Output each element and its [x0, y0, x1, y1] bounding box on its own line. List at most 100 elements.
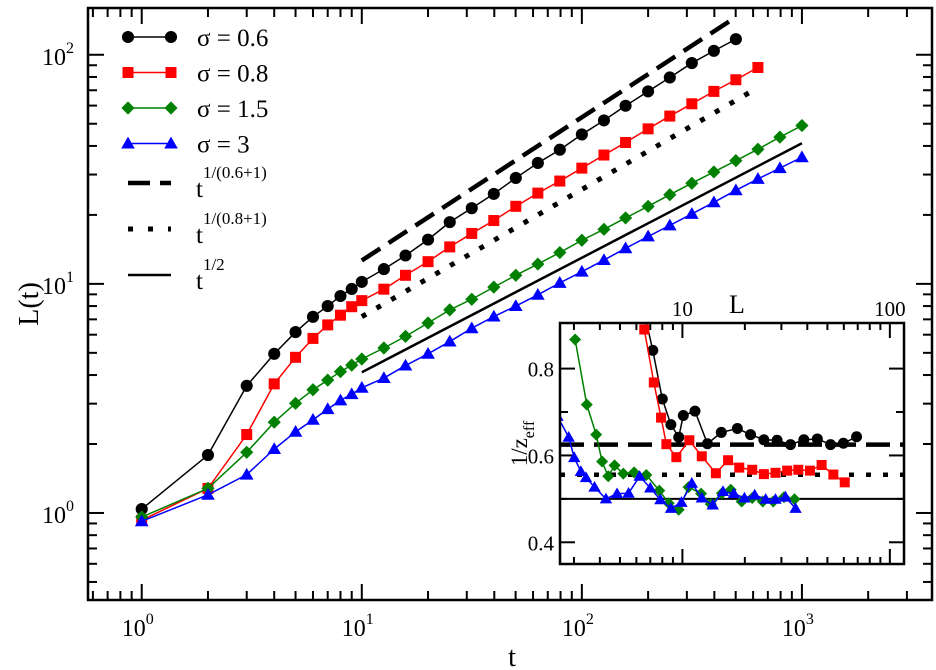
data-point-diamond: [121, 101, 135, 115]
data-point-square: [241, 429, 253, 441]
data-point-diamond: [608, 459, 621, 472]
data-point-circle: [825, 439, 837, 451]
series-line: [141, 66, 759, 521]
data-point-circle: [399, 249, 412, 262]
data-point-square: [661, 439, 672, 450]
data-point-triangle: [333, 393, 348, 406]
legend-entry: σ = 0.8: [122, 61, 268, 88]
data-point-diamond: [288, 396, 303, 410]
data-point-diamond: [487, 280, 501, 294]
data-point-circle: [665, 419, 677, 431]
data-point-circle: [121, 30, 135, 44]
data-point-triangle: [675, 496, 688, 507]
data-point-triangle: [201, 488, 215, 500]
data-point-diamond: [345, 358, 359, 372]
data-point-triangle: [707, 195, 721, 208]
data-point-square: [793, 464, 804, 475]
data-point-triangle: [574, 465, 588, 477]
data-point-square: [664, 110, 676, 122]
data-point-triangle: [738, 491, 751, 503]
data-point-square: [444, 241, 456, 253]
data-point-diamond: [590, 428, 603, 441]
legend-entry: t1/2: [128, 255, 225, 295]
data-point-triangle: [706, 498, 719, 510]
data-point-triangle: [344, 387, 359, 400]
data-point-circle: [731, 423, 743, 435]
data-point-diamond: [773, 130, 787, 144]
series-diamond: [135, 118, 809, 524]
data-point-square: [290, 351, 302, 363]
data-point-circle: [321, 300, 334, 313]
data-point-circle: [642, 85, 655, 98]
data-point-circle: [334, 289, 347, 303]
data-point-triangle: [398, 358, 413, 371]
data-point-triangle: [464, 321, 479, 334]
data-point-diamond: [443, 303, 457, 317]
data-point-circle: [715, 426, 727, 438]
data-point-square: [839, 477, 850, 488]
legend-entry: σ = 3: [121, 132, 250, 159]
data-point-triangle: [622, 487, 635, 498]
data-point-diamond: [618, 211, 633, 225]
data-point-circle: [851, 431, 863, 443]
data-point-square: [804, 465, 815, 476]
data-point-diamond: [333, 365, 348, 379]
data-point-square: [488, 215, 500, 227]
data-point-triangle: [769, 493, 782, 504]
data-point-square: [510, 200, 522, 212]
data-point-circle: [597, 114, 610, 127]
data-point-diamond: [240, 445, 254, 459]
data-point-diamond: [531, 257, 545, 271]
data-point-diamond: [641, 199, 655, 213]
data-point-diamond: [509, 268, 523, 282]
data-point-circle: [487, 187, 500, 200]
data-point-triangle: [779, 490, 792, 502]
data-point-circle: [656, 393, 668, 405]
data-point-triangle: [267, 442, 282, 455]
y-tick-label: 101: [42, 269, 74, 300]
data-point-square: [620, 137, 632, 149]
data-point-diamond: [653, 484, 666, 497]
data-point-square: [165, 67, 177, 78]
data-point-circle: [647, 344, 659, 356]
data-point-square: [816, 459, 827, 470]
data-point-triangle: [716, 485, 730, 496]
data-point-triangle: [662, 218, 677, 231]
data-point-square: [684, 435, 695, 446]
inset-y-tick-label: 0.8: [528, 358, 554, 382]
data-point-triangle: [288, 425, 303, 437]
data-point-square: [576, 162, 588, 174]
data-point-circle: [785, 439, 797, 451]
data-point-square: [378, 283, 390, 295]
data-point-square: [639, 324, 650, 335]
data-point-diamond: [267, 415, 281, 429]
data-point-square: [770, 467, 781, 478]
data-point-square: [648, 377, 659, 388]
data-point-diamond: [707, 165, 721, 179]
legend-label: t1/(0.8+1): [196, 209, 267, 249]
data-point-triangle: [727, 487, 741, 499]
data-point-triangle: [508, 299, 523, 312]
data-point-circle: [421, 233, 435, 246]
data-point-triangle: [486, 309, 501, 322]
data-point-diamond: [663, 188, 677, 202]
data-point-diamond: [465, 292, 479, 306]
data-point-square: [598, 149, 610, 161]
inset-y-tick-label: 0.6: [528, 444, 554, 468]
data-point-circle: [553, 143, 566, 156]
data-point-triangle: [729, 183, 743, 196]
data-point-diamond: [355, 352, 369, 366]
main-plot: 100 101 102 103 100 101 102 t L(t): [14, 6, 934, 670]
x-axis-label: t: [508, 642, 516, 670]
data-point-square: [466, 227, 478, 239]
data-point-triangle: [695, 491, 708, 503]
data-point-square: [730, 74, 742, 86]
data-point-square: [400, 269, 412, 281]
data-point-circle: [509, 171, 522, 184]
data-point-square: [671, 452, 682, 463]
data-point-square: [122, 67, 134, 78]
data-point-circle: [268, 347, 281, 360]
data-point-triangle: [588, 480, 601, 492]
data-point-triangle: [377, 371, 391, 384]
data-point-circle: [531, 156, 544, 170]
